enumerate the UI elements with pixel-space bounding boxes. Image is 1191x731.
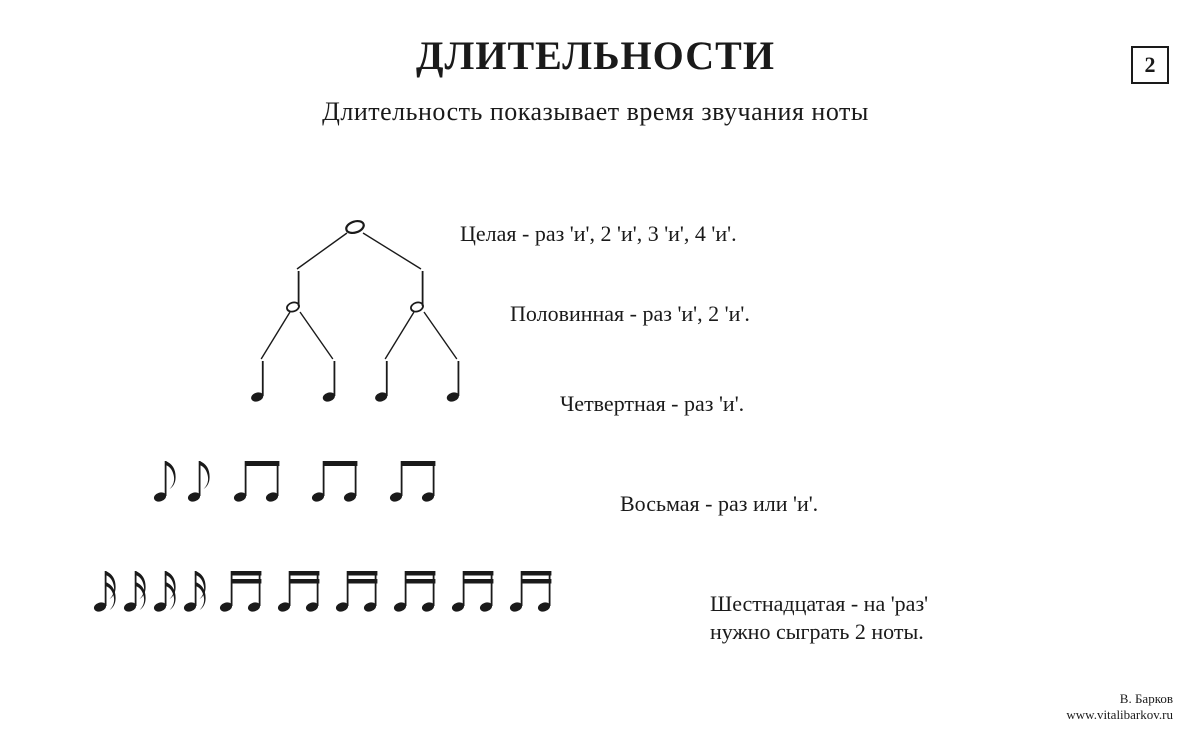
footer: В. Барков www.vitalibarkov.ru [1066,691,1173,724]
page-subtitle: Длительность показывает время звучания н… [0,97,1191,127]
label-eighth: Восьмая - раз или 'и'. [620,491,818,517]
page-title: ДЛИТЕЛЬНОСТИ [0,32,1191,79]
label-sixteenth-1: Шестнадцатая - на 'раз' [710,591,928,617]
page-number: 2 [1131,46,1169,84]
footer-url: www.vitalibarkov.ru [1066,707,1173,723]
label-whole: Целая - раз 'и', 2 'и', 3 'и', 4 'и'. [460,221,737,247]
note-duration-tree: Целая - раз 'и', 2 'и', 3 'и', 4 'и'. По… [140,197,1040,677]
label-sixteenth-2: нужно сыграть 2 ноты. [710,619,924,645]
label-quarter: Четвертная - раз 'и'. [560,391,744,417]
label-half: Половинная - раз 'и', 2 'и'. [510,301,750,327]
